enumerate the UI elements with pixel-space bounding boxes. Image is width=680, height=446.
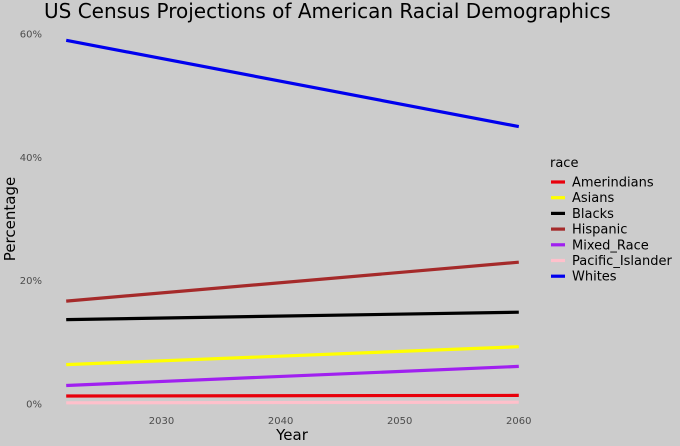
plot-area [65,38,520,405]
y-tick-label: 60% [20,30,42,41]
chart-title: US Census Projections of American Racial… [44,0,611,23]
legend-label: Hispanic [572,223,627,238]
series-line-blacks [66,310,519,322]
legend-label: Whites [572,270,617,285]
series-line-hispanic [66,260,519,303]
legend-label: Blacks [572,207,614,222]
series-line-asians [66,345,519,367]
legend-title: race [550,156,578,171]
y-tick-label: 20% [20,276,42,287]
legend: race AmerindiansAsiansBlacksHispanicMixe… [550,156,672,285]
x-tick-label: 2030 [149,416,174,427]
x-tick-label: 2060 [506,416,531,427]
series-line-pacific-islander [66,400,519,405]
x-tick-label: 2040 [268,416,293,427]
series-line-mixed-race [66,364,519,388]
series-line-whites [65,38,520,129]
y-axis-title: Percentage [1,177,19,261]
x-axis-title: Year [275,426,309,444]
legend-label: Pacific_Islander [572,254,672,269]
series-line-amerindians [66,393,519,398]
x-axis: 2030 2040 2050 2060 [149,416,532,427]
x-tick-label: 2050 [387,416,412,427]
y-axis: 0% 20% 40% 60% [20,30,42,411]
legend-label: Mixed_Race [572,238,649,253]
y-tick-label: 0% [26,400,42,411]
y-tick-label: 40% [20,153,42,164]
legend-label: Asians [572,191,614,206]
legend-label: Amerindians [572,176,654,191]
